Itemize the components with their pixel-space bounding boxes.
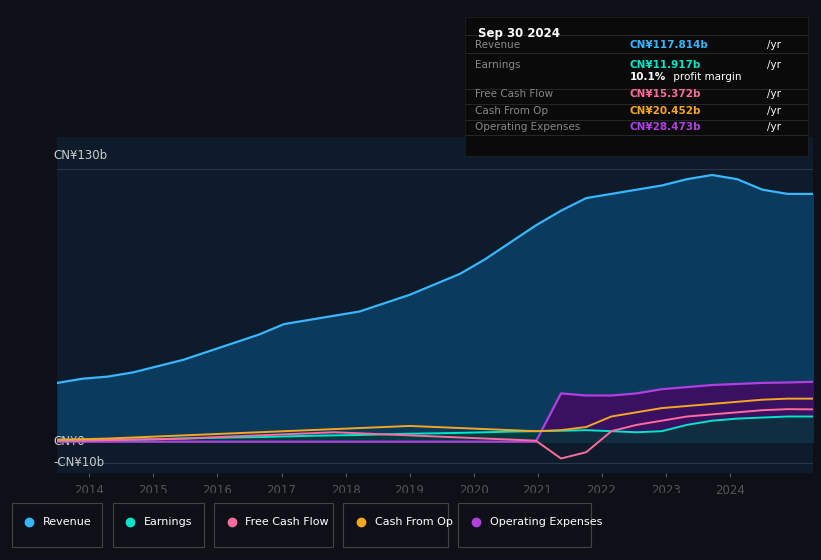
Text: Earnings: Earnings: [144, 517, 193, 528]
Text: -CN¥10b: -CN¥10b: [53, 456, 105, 469]
Text: 10.1%: 10.1%: [630, 72, 666, 82]
Text: Cash From Op: Cash From Op: [475, 106, 548, 116]
Text: Revenue: Revenue: [44, 517, 92, 528]
Text: CN¥28.473b: CN¥28.473b: [630, 122, 701, 132]
Text: CN¥15.372b: CN¥15.372b: [630, 89, 701, 99]
Text: Sep 30 2024: Sep 30 2024: [479, 26, 561, 40]
Text: /yr: /yr: [767, 60, 781, 69]
Text: /yr: /yr: [767, 89, 781, 99]
Text: Free Cash Flow: Free Cash Flow: [475, 89, 553, 99]
Text: CN¥11.917b: CN¥11.917b: [630, 60, 700, 69]
Text: /yr: /yr: [767, 106, 781, 116]
Text: Earnings: Earnings: [475, 60, 521, 69]
Text: Operating Expenses: Operating Expenses: [475, 122, 580, 132]
Text: Revenue: Revenue: [475, 40, 520, 50]
Text: Operating Expenses: Operating Expenses: [489, 517, 602, 528]
Text: profit margin: profit margin: [671, 72, 742, 82]
Text: Free Cash Flow: Free Cash Flow: [245, 517, 329, 528]
Text: /yr: /yr: [767, 122, 781, 132]
Text: Cash From Op: Cash From Op: [374, 517, 452, 528]
Text: CN¥117.814b: CN¥117.814b: [630, 40, 709, 50]
Text: CN¥0: CN¥0: [53, 435, 85, 448]
Text: CN¥130b: CN¥130b: [53, 149, 108, 162]
Text: /yr: /yr: [767, 40, 781, 50]
Text: CN¥20.452b: CN¥20.452b: [630, 106, 701, 116]
